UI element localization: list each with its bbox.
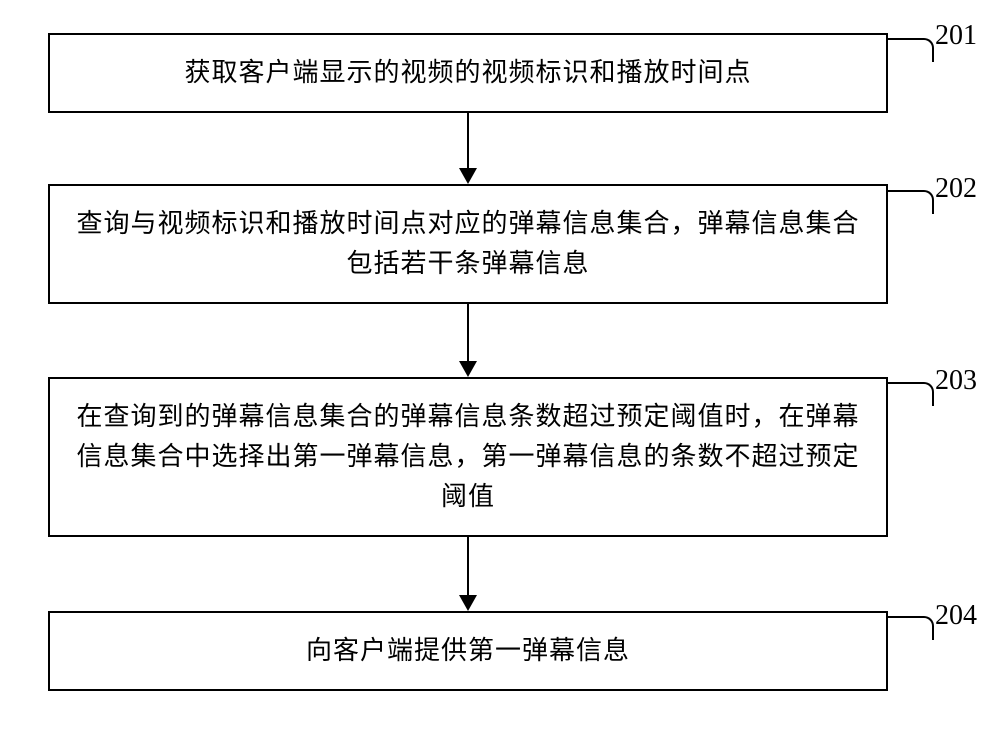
step-box-204: 向客户端提供第一弹幕信息	[48, 611, 888, 691]
step-label-202: 202	[935, 173, 977, 205]
step-box-202: 查询与视频标识和播放时间点对应的弹幕信息集合，弹幕信息集合包括若干条弹幕信息	[48, 184, 888, 304]
step-text-204: 向客户端提供第一弹幕信息	[306, 631, 630, 671]
arrow-head-2	[459, 361, 477, 377]
arrow-line-2	[467, 304, 469, 361]
arrow-line-1	[467, 113, 469, 168]
step-label-204: 204	[935, 600, 977, 632]
step-label-203: 203	[935, 365, 977, 397]
step-label-201: 201	[935, 20, 977, 52]
arrow-line-3	[467, 537, 469, 595]
arrow-head-1	[459, 168, 477, 184]
callout-tick-201	[888, 38, 934, 62]
flowchart-canvas: 获取客户端显示的视频的视频标识和播放时间点 201 查询与视频标识和播放时间点对…	[0, 0, 1000, 745]
step-box-203: 在查询到的弹幕信息集合的弹幕信息条数超过预定阈值时，在弹幕信息集合中选择出第一弹…	[48, 377, 888, 537]
step-text-202: 查询与视频标识和播放时间点对应的弹幕信息集合，弹幕信息集合包括若干条弹幕信息	[70, 204, 866, 285]
arrow-head-3	[459, 595, 477, 611]
callout-tick-203	[888, 382, 934, 406]
callout-tick-202	[888, 190, 934, 214]
callout-tick-204	[888, 616, 934, 640]
step-text-201: 获取客户端显示的视频的视频标识和播放时间点	[184, 53, 751, 93]
step-box-201: 获取客户端显示的视频的视频标识和播放时间点	[48, 33, 888, 113]
step-text-203: 在查询到的弹幕信息集合的弹幕信息条数超过预定阈值时，在弹幕信息集合中选择出第一弹…	[70, 397, 866, 518]
